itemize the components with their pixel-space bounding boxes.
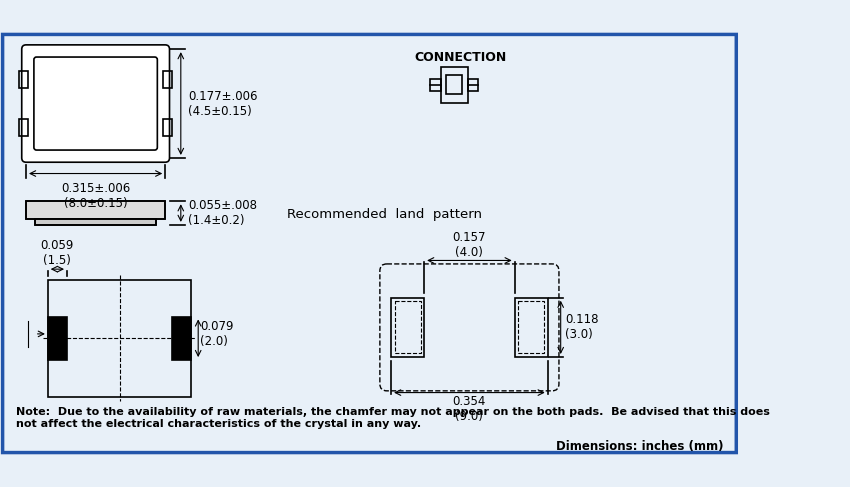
FancyBboxPatch shape bbox=[3, 35, 736, 452]
Text: 0.177±.006
(4.5±0.15): 0.177±.006 (4.5±0.15) bbox=[188, 90, 258, 117]
Bar bbox=[26, 201, 165, 219]
Text: 0.315±.006
(8.0±0.15): 0.315±.006 (8.0±0.15) bbox=[61, 182, 130, 210]
Bar bbox=[26, 201, 165, 219]
Text: 0.354
(9.0): 0.354 (9.0) bbox=[453, 395, 486, 423]
Bar bbox=[172, 317, 191, 360]
Bar bbox=[394, 301, 421, 354]
Bar bbox=[441, 67, 468, 103]
Bar bbox=[514, 298, 547, 357]
Text: 0.055±.008
(1.4±0.2): 0.055±.008 (1.4±0.2) bbox=[188, 199, 257, 227]
Text: CONNECTION: CONNECTION bbox=[415, 51, 507, 64]
Bar bbox=[430, 79, 441, 91]
Bar bbox=[35, 219, 156, 225]
Bar bbox=[19, 71, 28, 88]
Bar bbox=[19, 119, 28, 136]
Bar bbox=[163, 71, 172, 88]
Text: 0.157
(4.0): 0.157 (4.0) bbox=[453, 231, 486, 259]
Text: 0.118
(3.0): 0.118 (3.0) bbox=[565, 314, 598, 341]
Bar bbox=[35, 219, 156, 225]
Text: 0.059
(1.5): 0.059 (1.5) bbox=[41, 240, 74, 267]
Text: Dimensions: inches (mm): Dimensions: inches (mm) bbox=[556, 440, 723, 453]
Bar bbox=[163, 119, 172, 136]
FancyBboxPatch shape bbox=[22, 45, 169, 162]
Text: Note:  Due to the availability of raw materials, the chamfer may not appear on t: Note: Due to the availability of raw mat… bbox=[15, 407, 769, 429]
FancyBboxPatch shape bbox=[34, 57, 157, 150]
Bar bbox=[48, 317, 67, 360]
Text: Recommended  land  pattern: Recommended land pattern bbox=[286, 208, 482, 221]
Text: 0.079
(2.0): 0.079 (2.0) bbox=[200, 320, 234, 348]
Bar bbox=[446, 75, 462, 94]
Bar bbox=[48, 280, 191, 397]
Bar bbox=[518, 301, 544, 354]
Bar bbox=[391, 298, 424, 357]
Bar bbox=[468, 79, 478, 91]
